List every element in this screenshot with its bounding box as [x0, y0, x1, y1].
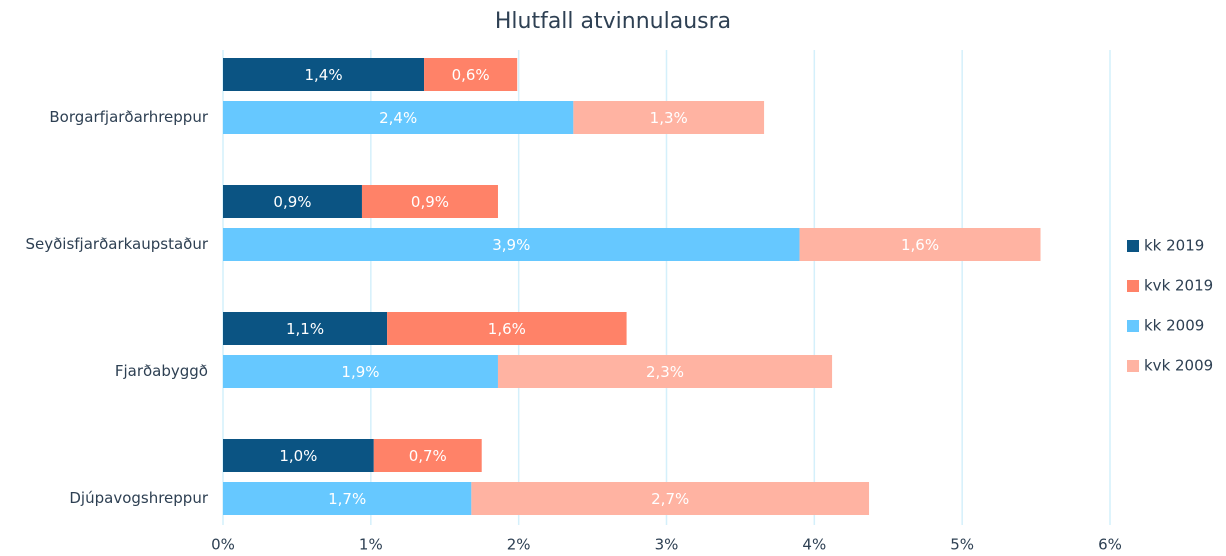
bar [361, 185, 498, 218]
data-label: 0,6% [452, 66, 490, 84]
legend-swatch [1127, 240, 1139, 252]
bar [223, 58, 425, 91]
y-tick-label: Djúpavogshreppur [69, 489, 208, 507]
data-label: 2,3% [646, 363, 684, 381]
legend-label: kk 2009 [1144, 317, 1204, 335]
x-tick-label: 3% [655, 536, 679, 554]
data-label: 1,1% [286, 320, 324, 338]
y-tick-label: Borgarfjarðarhreppur [49, 108, 208, 126]
legend-swatch [1127, 360, 1139, 372]
bar [373, 439, 482, 472]
y-tick-label: Seyðisfjarðarkaupstaður [25, 235, 208, 253]
data-label: 0,9% [411, 193, 449, 211]
data-label: 1,9% [341, 363, 379, 381]
bar [223, 185, 362, 218]
bar [497, 355, 833, 388]
bar [799, 228, 1041, 261]
x-tick-label: 2% [507, 536, 531, 554]
data-label: 1,6% [901, 236, 939, 254]
bar [424, 58, 518, 91]
bar [223, 355, 498, 388]
data-label: 2,7% [651, 490, 689, 508]
x-tick-label: 4% [802, 536, 826, 554]
x-tick-label: 5% [950, 536, 974, 554]
data-label: 1,3% [650, 109, 688, 127]
legend-swatch [1127, 280, 1139, 292]
x-tick-label: 1% [359, 536, 383, 554]
chart-title: Hlutfall atvinnulausra [495, 9, 731, 34]
bar [223, 439, 374, 472]
data-label: 2,4% [379, 109, 417, 127]
legend-swatch [1127, 320, 1139, 332]
data-label: 1,7% [328, 490, 366, 508]
bar [471, 482, 870, 515]
legend-label: kvk 2019 [1144, 277, 1213, 295]
legend-label: kvk 2009 [1144, 357, 1213, 375]
bar [223, 101, 574, 134]
bar [573, 101, 765, 134]
data-label: 3,9% [492, 236, 530, 254]
bar [223, 482, 472, 515]
legend-label: kk 2019 [1144, 237, 1204, 255]
data-label: 1,6% [488, 320, 526, 338]
bar [223, 228, 800, 261]
x-tick-label: 0% [211, 536, 235, 554]
data-label: 0,9% [273, 193, 311, 211]
data-label: 1,4% [304, 66, 342, 84]
y-tick-label: Fjarðabyggð [115, 362, 208, 380]
data-label: 0,7% [409, 447, 447, 465]
data-label: 1,0% [279, 447, 317, 465]
bar [387, 312, 627, 345]
bar [223, 312, 388, 345]
x-tick-label: 6% [1098, 536, 1122, 554]
